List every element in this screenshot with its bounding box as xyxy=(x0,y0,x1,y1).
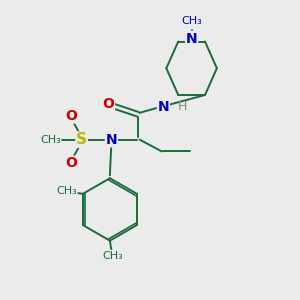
Text: CH₃: CH₃ xyxy=(40,135,61,145)
Text: H: H xyxy=(178,100,188,113)
Text: N: N xyxy=(186,32,197,46)
Text: O: O xyxy=(65,156,77,170)
Text: S: S xyxy=(76,132,87,147)
Text: CH₃: CH₃ xyxy=(181,16,202,26)
Text: N: N xyxy=(158,100,169,114)
Text: N: N xyxy=(106,133,117,147)
Text: O: O xyxy=(65,109,77,123)
Text: O: O xyxy=(103,97,114,111)
Text: CH₃: CH₃ xyxy=(56,186,77,196)
Text: CH₃: CH₃ xyxy=(103,250,123,260)
